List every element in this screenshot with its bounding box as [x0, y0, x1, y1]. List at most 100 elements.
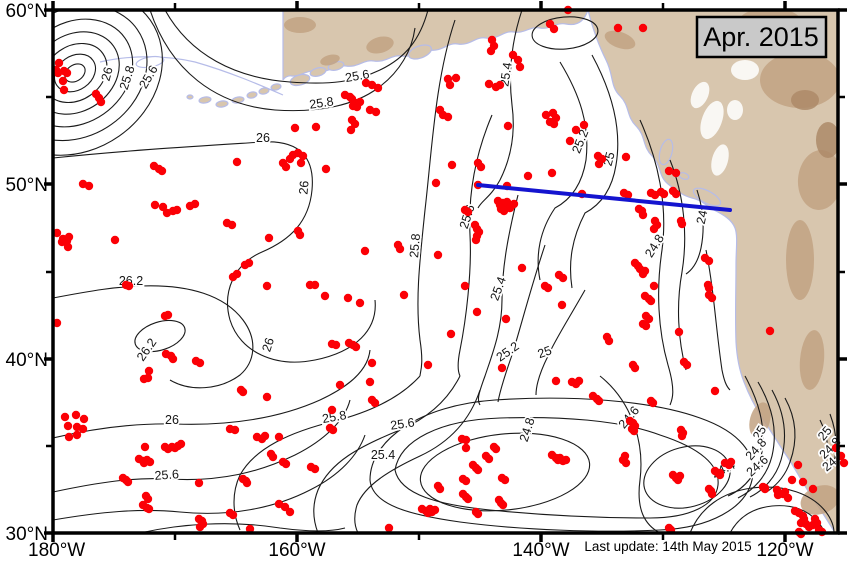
float-marker [230, 425, 240, 435]
float-marker [311, 122, 321, 132]
float-marker [54, 58, 64, 68]
contour-value-label: 26 [256, 131, 270, 145]
float-marker [227, 220, 237, 230]
float-marker [760, 483, 770, 493]
float-marker [486, 46, 496, 56]
island-outline [135, 55, 165, 69]
float-marker [423, 360, 433, 370]
float-marker [232, 269, 242, 279]
float-marker [58, 76, 68, 86]
float-marker [443, 112, 453, 122]
float-marker [150, 200, 160, 210]
float-marker [143, 373, 153, 383]
terrain-shading [749, 402, 771, 438]
float-marker [707, 293, 717, 303]
terrain-shading [791, 90, 819, 110]
contour-value-label: 25 [536, 343, 554, 361]
contour-line [53, 349, 371, 439]
y-axis-tick-label: 30°N [6, 524, 48, 545]
terrain-shading [366, 36, 394, 54]
float-marker [163, 310, 173, 320]
float-marker [367, 358, 377, 368]
contour-line [313, 375, 461, 533]
float-marker [145, 457, 155, 467]
float-marker [295, 230, 305, 240]
float-marker [331, 340, 341, 350]
float-marker [558, 273, 568, 283]
contour-line [767, 397, 796, 492]
contour-line [537, 61, 588, 281]
contour-line [164, 10, 429, 84]
contour-line [139, 523, 346, 533]
float-marker [64, 432, 74, 442]
island [407, 44, 433, 60]
contour-line [569, 54, 619, 289]
float-marker [327, 405, 337, 415]
float-marker [491, 444, 501, 454]
terrain-shading [800, 485, 838, 515]
contour-line [599, 375, 661, 533]
float-marker [783, 493, 793, 503]
float-marker [574, 376, 584, 386]
contour-line [53, 434, 366, 521]
float-marker [541, 110, 551, 120]
float-marker [290, 123, 300, 133]
float-marker [281, 459, 291, 469]
y-axis-tick-label: 50°N [6, 175, 48, 196]
float-marker [495, 80, 505, 90]
contour-value-label: 25.4 [371, 448, 395, 462]
float-marker [242, 478, 252, 488]
x-axis-tick-label: 160°W [268, 540, 325, 561]
contour-line [705, 249, 731, 391]
float-marker [604, 336, 614, 346]
snow-patch [711, 144, 729, 176]
island [309, 67, 327, 77]
float-marker [649, 224, 659, 234]
contour-line [497, 244, 546, 403]
contour-line [394, 416, 719, 519]
float-marker [613, 23, 623, 33]
contour-line [535, 289, 586, 396]
float-marker [557, 300, 567, 310]
contour-value-label: 25.8 [321, 408, 347, 426]
contour-value-label: 26 [259, 336, 277, 354]
float-marker [158, 202, 168, 212]
float-marker [641, 321, 651, 331]
float-marker [638, 269, 648, 279]
x-axis-tick-label: 140°W [512, 540, 569, 561]
island [270, 83, 282, 91]
float-marker [343, 293, 353, 303]
float-marker [84, 181, 94, 191]
float-marker [190, 199, 200, 209]
float-marker [664, 166, 674, 176]
float-marker [348, 101, 358, 111]
float-marker [355, 298, 365, 308]
float-marker [497, 363, 507, 373]
float-marker [244, 258, 254, 268]
float-marker [549, 24, 559, 34]
float-marker [594, 396, 604, 406]
contour-line [531, 16, 599, 50]
contour-line [639, 119, 674, 406]
float-marker [176, 439, 186, 449]
contour-line [477, 194, 519, 406]
float-marker [498, 500, 508, 510]
float-marker [629, 426, 639, 436]
float-marker [704, 256, 714, 266]
float-marker [365, 377, 375, 387]
island [658, 138, 674, 166]
float-marker [285, 154, 295, 164]
contour-line [819, 419, 829, 467]
contour-line [419, 432, 591, 512]
float-marker [463, 494, 473, 504]
float-marker [172, 205, 182, 215]
island [246, 91, 258, 99]
float-marker [499, 206, 509, 216]
float-marker [547, 168, 557, 178]
snow-patch [731, 60, 759, 80]
float-marker [310, 280, 320, 290]
float-marker [298, 151, 308, 161]
float-marker [649, 281, 659, 291]
float-marker [228, 510, 238, 520]
